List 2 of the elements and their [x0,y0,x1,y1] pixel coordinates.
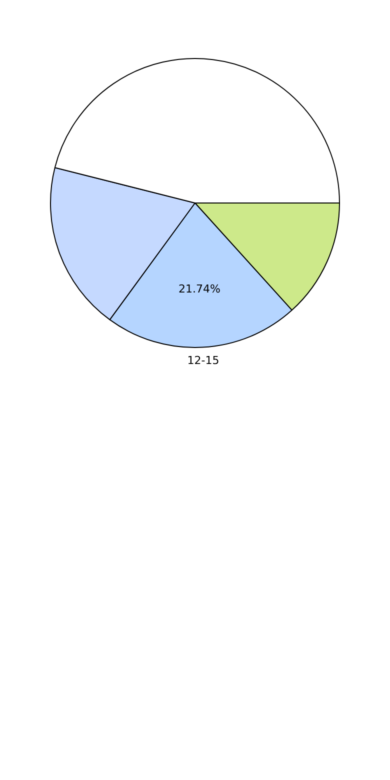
slice-label: 12-15 [187,354,220,368]
data-label: 21.74% [178,282,220,296]
